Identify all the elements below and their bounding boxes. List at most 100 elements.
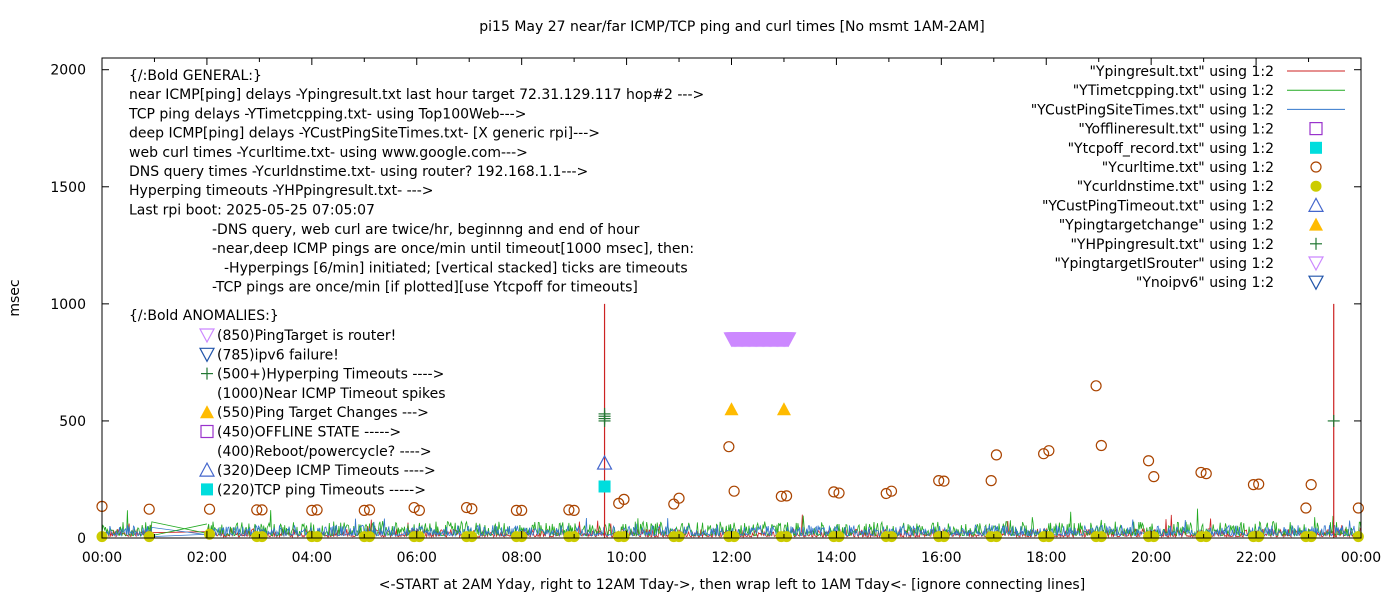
legend-entry-label: "Ytcpoff_record.txt" using 1:2 xyxy=(1068,141,1274,157)
legend-entry-label: "Ypingresult.txt" using 1:2 xyxy=(1089,64,1274,80)
legend-entry-label: "Ycurldnstime.txt" using 1:2 xyxy=(1077,179,1274,195)
curl-time-point xyxy=(363,504,376,516)
dns-time-point xyxy=(1200,531,1212,543)
annotation-general-line: deep ICMP[ping] delays -YCustPingSiteTim… xyxy=(129,126,600,142)
dns-time-point xyxy=(1148,531,1160,543)
legend-entry-label: "YCustPingTimeout.txt" using 1:2 xyxy=(1042,198,1274,214)
dns-time-point xyxy=(1043,531,1055,543)
deep-icmp-series xyxy=(101,517,1362,538)
dns-time-point xyxy=(618,531,630,543)
curl-time-point xyxy=(510,504,523,516)
legend-entry-marker xyxy=(1310,161,1322,173)
legend-entry-label: "YpingtargetISrouter" using 1:2 xyxy=(1054,256,1274,272)
curl-time-point xyxy=(251,504,263,516)
curl-time-point xyxy=(1352,502,1364,514)
curl-time-point xyxy=(828,486,840,498)
axis-layer: 0 500 1000 1500 2000 00:00 02:00 04:00 06:00 08:0… xyxy=(50,58,1381,566)
x-axis-label: <-START at 2AM Yday, right to 12AM Tday-… xyxy=(379,577,1085,593)
anomaly-text: (1000)Near ICMP Timeout spikes xyxy=(217,386,446,402)
curl-time-point xyxy=(668,498,680,510)
legend-entry-marker xyxy=(1307,275,1325,291)
y-tick-label: 2000 xyxy=(50,63,86,79)
curl-time-point xyxy=(1305,479,1317,491)
anomaly-marker xyxy=(200,424,214,439)
curl-time-point xyxy=(466,503,478,515)
anomaly-text: (500+)Hyperping Timeouts ----> xyxy=(217,367,444,383)
y-tick-label: 1500 xyxy=(50,180,86,196)
annotation-general-line: Last rpi boot: 2025-05-25 07:05:07 xyxy=(129,202,375,218)
legend-entry-label: "YCustPingSiteTimes.txt" using 1:2 xyxy=(1031,102,1274,118)
curl-time-point xyxy=(938,475,950,487)
x-tick-label: 00:00 xyxy=(82,550,122,566)
x-tick-label: 08:00 xyxy=(501,550,541,566)
annotation-general-line: near ICMP[ping] delays -Ypingresult.txt … xyxy=(129,87,704,103)
annotation-general-line: Hyperping timeouts -YHPpingresult.txt- -… xyxy=(129,183,434,199)
plot-frame xyxy=(101,57,1362,539)
annotation-block: {/:Bold GENERAL:} near ICMP[ping] delays … xyxy=(128,68,704,498)
dns-time-point xyxy=(364,531,376,543)
curl-time-point xyxy=(358,504,370,516)
dns-time-point xyxy=(466,531,478,543)
annotation-note-line: -TCP pings are once/min [if plotted][use… xyxy=(212,280,638,296)
annotation-note-line: -DNS query, web curl are twice/hr, begin… xyxy=(212,222,640,238)
anomaly-marker xyxy=(198,328,216,344)
dns-time-point xyxy=(413,531,425,543)
dns-time-point xyxy=(1352,531,1364,543)
x-tick-label: 20:00 xyxy=(1131,550,1171,566)
x-tick-label: 00:00 xyxy=(1341,550,1381,566)
annotation-general-line: {/:Bold GENERAL:} xyxy=(129,68,262,84)
curl-time-point xyxy=(1090,380,1102,392)
anomaly-text: (550)Ping Target Changes ---> xyxy=(217,405,429,421)
dns-time-point xyxy=(938,531,950,543)
legend-entry-label: "YTimetcpping.txt" using 1:2 xyxy=(1073,83,1274,99)
curl-time-point xyxy=(203,503,216,515)
anomaly-text: (850)PingTarget is router! xyxy=(217,328,396,344)
legend-entry-label: "Yofflineresult.txt" using 1:2 xyxy=(1078,122,1274,138)
x-tick-label: 18:00 xyxy=(1026,550,1066,566)
x-tick-label: 02:00 xyxy=(187,550,227,566)
anomaly-text: (220)TCP ping Timeouts -----> xyxy=(217,482,426,498)
anomaly-text: (785)ipv6 failure! xyxy=(217,347,339,363)
x-tick-label: 12:00 xyxy=(711,550,751,566)
deep-icmp-gap-connector xyxy=(151,533,207,537)
anomaly-marker xyxy=(200,405,214,419)
x-tick-label: 06:00 xyxy=(397,550,437,566)
dns-time-point xyxy=(990,531,1002,543)
legend-entry-label: "Ynoipv6" using 1:2 xyxy=(1136,275,1274,291)
anomaly-text: (320)Deep ICMP Timeouts ----> xyxy=(217,463,436,479)
dns-time-point xyxy=(833,531,845,543)
y-tick-label: 0 xyxy=(77,531,86,547)
curl-time-point xyxy=(985,475,997,487)
legend-entry-marker xyxy=(1307,197,1325,212)
x-tick-label: 14:00 xyxy=(816,550,856,566)
curl-time-point xyxy=(780,490,793,502)
legend-entry-label: "Ypingtargetchange" using 1:2 xyxy=(1059,218,1274,234)
anomaly-marker xyxy=(201,483,213,496)
curl-time-point xyxy=(618,493,630,505)
curl-time-point xyxy=(143,503,155,515)
dns-time-point xyxy=(256,531,268,543)
legend-entry-label: "YHPpingresult.txt" using 1:2 xyxy=(1070,237,1274,253)
curl-time-point xyxy=(933,475,945,487)
tcp-ping-timeout-point xyxy=(598,480,611,493)
x-tick-label: 16:00 xyxy=(921,550,961,566)
x-tick-label: 10:00 xyxy=(606,550,646,566)
curl-time-point xyxy=(1095,439,1107,452)
curl-time-point xyxy=(885,485,898,497)
anomaly-text: (400)Reboot/powercycle? ----> xyxy=(217,444,432,460)
anomaly-marker xyxy=(198,347,216,363)
legend-entry-marker xyxy=(1307,256,1325,272)
curl-time-point xyxy=(311,504,323,516)
annotation-general-line: web curl times -Ycurltime.txt- using www… xyxy=(129,145,528,161)
deep-icmp-timeout-point xyxy=(596,454,613,470)
dns-time-point xyxy=(143,531,155,543)
annotation-anomalies-title: {/:Bold ANOMALIES:} xyxy=(129,308,279,324)
curl-time-point xyxy=(1142,455,1155,467)
curl-time-point xyxy=(990,449,1003,461)
x-tick-label: 22:00 xyxy=(1236,550,1276,566)
curl-time-point xyxy=(563,504,575,516)
y-axis-label: msec xyxy=(7,279,23,316)
dns-time-point xyxy=(1095,531,1107,543)
annotation-general-line: DNS query times -Ycurldnstime.txt- using… xyxy=(129,164,588,180)
